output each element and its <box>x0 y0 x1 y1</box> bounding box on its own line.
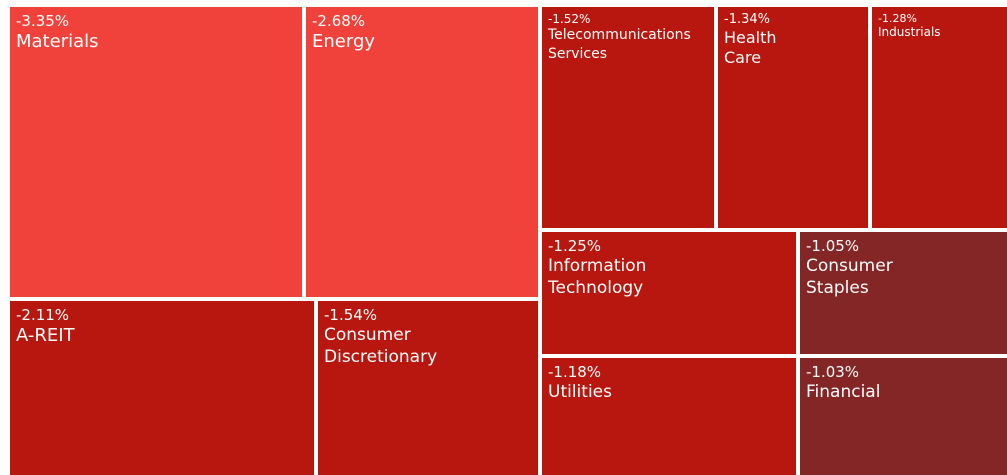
tile: -1.34% Health Care <box>718 7 868 228</box>
tile-value-label: -1.05% <box>806 237 860 255</box>
tile-label: Materials <box>16 31 99 52</box>
tile-label: Health Care <box>724 27 777 68</box>
tile-label: A-REIT <box>16 325 75 346</box>
tile: -1.18% Utilities <box>542 358 796 475</box>
tile-value-label: -3.35% <box>16 12 70 30</box>
tile-value-label: -1.34% <box>724 12 770 27</box>
tile-value-label: -1.52% <box>548 12 591 26</box>
tile: -2.11% A-REIT <box>10 301 314 475</box>
tile-value-label: -2.11% <box>16 306 70 324</box>
tile-label: Consumer Discretionary <box>324 325 438 368</box>
tile: -1.03% Financial <box>800 358 1007 475</box>
tile: -1.25% Information Technology <box>542 232 796 354</box>
tile: -3.35% Materials <box>10 7 302 297</box>
tile: -1.28% Industrials <box>872 7 1007 228</box>
tile-label: Industrials <box>878 25 941 40</box>
tile: -1.54% Consumer Discretionary <box>318 301 538 475</box>
tile-label: Consumer Staples <box>806 256 893 299</box>
tile-value-label: -1.25% <box>548 237 602 255</box>
tile-value-label: -1.03% <box>806 363 860 381</box>
tile: -1.52% Telecommunications Services <box>542 7 714 228</box>
tile: -2.68% Energy <box>306 7 538 297</box>
tile-value-label: -1.28% <box>878 12 917 25</box>
tile: -1.05% Consumer Staples <box>800 232 1007 354</box>
tile-label: Information Technology <box>548 256 647 299</box>
tile-value-label: -1.18% <box>548 363 602 381</box>
tile-label: Telecommunications Services <box>548 27 691 62</box>
tile-label: Utilities <box>548 382 612 402</box>
tile-value-label: -2.68% <box>312 12 366 30</box>
tile-value-label: -1.54% <box>324 306 378 324</box>
tile-label: Financial <box>806 382 881 402</box>
tile-label: Energy <box>312 31 376 52</box>
